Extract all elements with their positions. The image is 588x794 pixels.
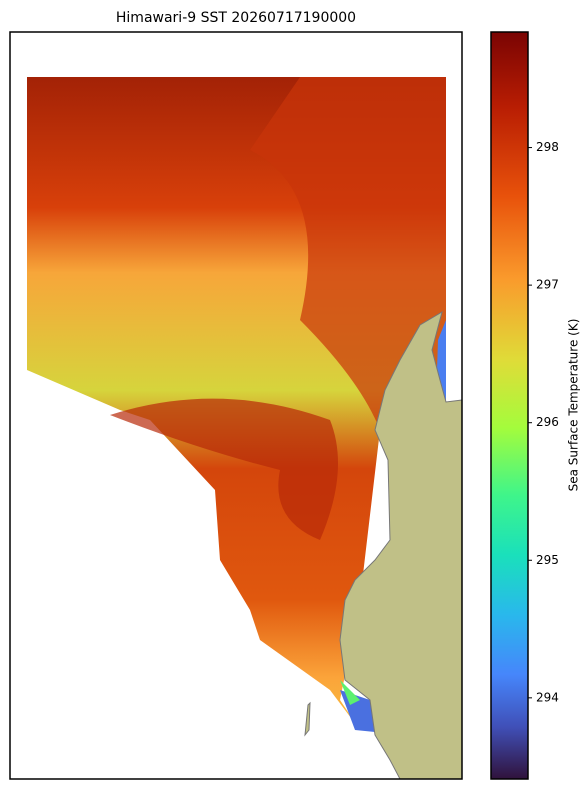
colorbar-tick-label: 296: [536, 415, 559, 429]
colorbar-tick-label: 298: [536, 140, 559, 154]
map-title: Himawari-9 SST 20260717190000: [116, 10, 356, 26]
map: [9, 31, 463, 780]
colorbar-tick-label: 294: [536, 690, 559, 704]
island: [304, 701, 311, 737]
map-frame: [9, 31, 463, 780]
land: [339, 310, 463, 780]
colorbar-label: Sea Surface Temperature (K): [567, 319, 581, 492]
warm-filament: [110, 398, 338, 540]
colorbar-tick-label: 297: [536, 278, 559, 292]
colorbar-tick-label: 295: [536, 553, 559, 567]
warm-water: [250, 77, 446, 430]
colorbar: [490, 31, 529, 780]
cool-patch: [340, 680, 360, 705]
